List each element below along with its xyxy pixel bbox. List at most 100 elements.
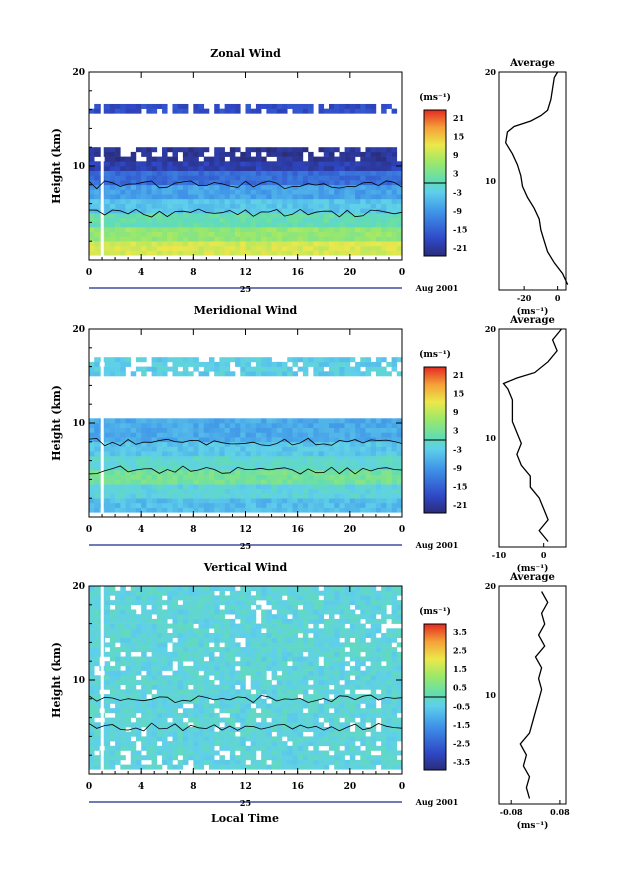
heatmap-cell (276, 651, 283, 657)
heatmap-cell (292, 502, 298, 508)
heatmap-cell (339, 227, 345, 233)
heatmap-cell (308, 441, 314, 447)
heatmap-cell (177, 604, 184, 610)
heatmap-cell (94, 712, 100, 718)
heatmap-cell (375, 498, 382, 504)
heatmap-cell (193, 637, 199, 643)
heatmap-cell (365, 166, 371, 171)
heatmap-cell (318, 684, 325, 690)
heatmap-cell (308, 675, 314, 681)
heatmap-cell (182, 637, 189, 643)
heatmap-cell (370, 184, 377, 190)
heatmap-cell (151, 600, 158, 606)
heatmap-cell (182, 731, 189, 737)
heatmap-cell (188, 241, 194, 247)
heatmap-cell (297, 194, 304, 200)
heatmap-cell (355, 712, 361, 718)
heatmap-cell (167, 661, 173, 667)
heatmap-cell (141, 147, 147, 153)
heatmap-cell (313, 427, 319, 433)
heatmap-cell (261, 731, 267, 737)
heatmap-cell (214, 600, 220, 606)
heatmap-cell (344, 103, 351, 109)
heatmap-cell (266, 703, 272, 709)
heatmap-cell (214, 441, 220, 447)
heatmap-cell (297, 479, 304, 485)
heatmap-cell (287, 103, 293, 109)
heatmap-cell (162, 227, 168, 233)
heatmap-cell (271, 675, 278, 681)
heatmap-cell (214, 203, 220, 209)
heatmap-cell (318, 423, 325, 428)
heatmap-cell (172, 194, 178, 200)
heatmap-cell (339, 451, 345, 457)
heatmap-cell (214, 166, 220, 171)
heatmap-cell (370, 633, 377, 638)
heatmap-cell (193, 661, 199, 667)
heatmap-cell (328, 661, 335, 667)
heatmap-cell (229, 670, 236, 676)
heatmap-cell (396, 451, 403, 457)
heatmap-cell (313, 651, 319, 657)
average-title: Average (509, 315, 555, 326)
heatmap-cell (193, 203, 199, 209)
heatmap-cell (375, 227, 382, 233)
heatmap-cell (104, 465, 111, 471)
heatmap-cell (172, 371, 178, 377)
heatmap-cell (198, 217, 205, 223)
heatmap-cell (255, 484, 262, 490)
heatmap-cell (313, 609, 319, 615)
heatmap-cell (313, 455, 319, 461)
heatmap-cell (261, 427, 267, 433)
heatmap-cell (323, 357, 330, 363)
heatmap-cell (115, 156, 121, 162)
heatmap-cell (89, 656, 95, 662)
heatmap-cell (219, 741, 225, 747)
heatmap-cell (198, 623, 205, 629)
heatmap-cell (172, 217, 178, 223)
heatmap-cell (89, 446, 95, 452)
heatmap-cell (391, 231, 398, 237)
heatmap-cell (308, 198, 314, 204)
heatmap-cell (339, 604, 345, 610)
heatmap-cell (229, 722, 236, 728)
heatmap-cell (271, 703, 278, 709)
heatmap-cell (162, 708, 168, 714)
heatmap-cell (182, 609, 189, 615)
heatmap-cell (370, 441, 377, 447)
colorbar-tick-label: 15 (453, 132, 464, 142)
heatmap-cell (130, 198, 137, 204)
heatmap-cell (188, 665, 194, 671)
heatmap-cell (146, 474, 152, 480)
heatmap-cell (130, 250, 137, 256)
heatmap-cell (125, 213, 132, 218)
heatmap-cell (141, 208, 147, 214)
heatmap-cell (255, 703, 262, 709)
heatmap-cell (125, 600, 132, 606)
heatmap-cell (182, 203, 189, 209)
heatmap-cell (287, 656, 293, 662)
heatmap-cell (141, 180, 147, 186)
heatmap-cell (162, 166, 168, 171)
heatmap-cell (302, 241, 309, 247)
heatmap-cell (162, 451, 168, 457)
heatmap-cell (349, 703, 356, 709)
heatmap-cell (261, 614, 267, 620)
heatmap-cell (261, 759, 267, 765)
heatmap-cell (328, 427, 335, 433)
heatmap-cell (214, 642, 220, 648)
heatmap-cell (177, 618, 184, 624)
heatmap-cell (370, 418, 377, 424)
heatmap-cell (198, 502, 205, 508)
heatmap-cell (381, 184, 387, 190)
heatmap-cell (89, 175, 95, 181)
heatmap-cell (339, 595, 345, 601)
heatmap-cell (391, 750, 398, 756)
heatmap-cell (297, 108, 304, 114)
heatmap-cell (365, 675, 371, 681)
heatmap-cell (156, 460, 163, 466)
heatmap-cell (151, 507, 158, 513)
heatmap-cell (292, 446, 298, 452)
heatmap-cell (203, 651, 210, 657)
heatmap-cell (94, 180, 100, 186)
